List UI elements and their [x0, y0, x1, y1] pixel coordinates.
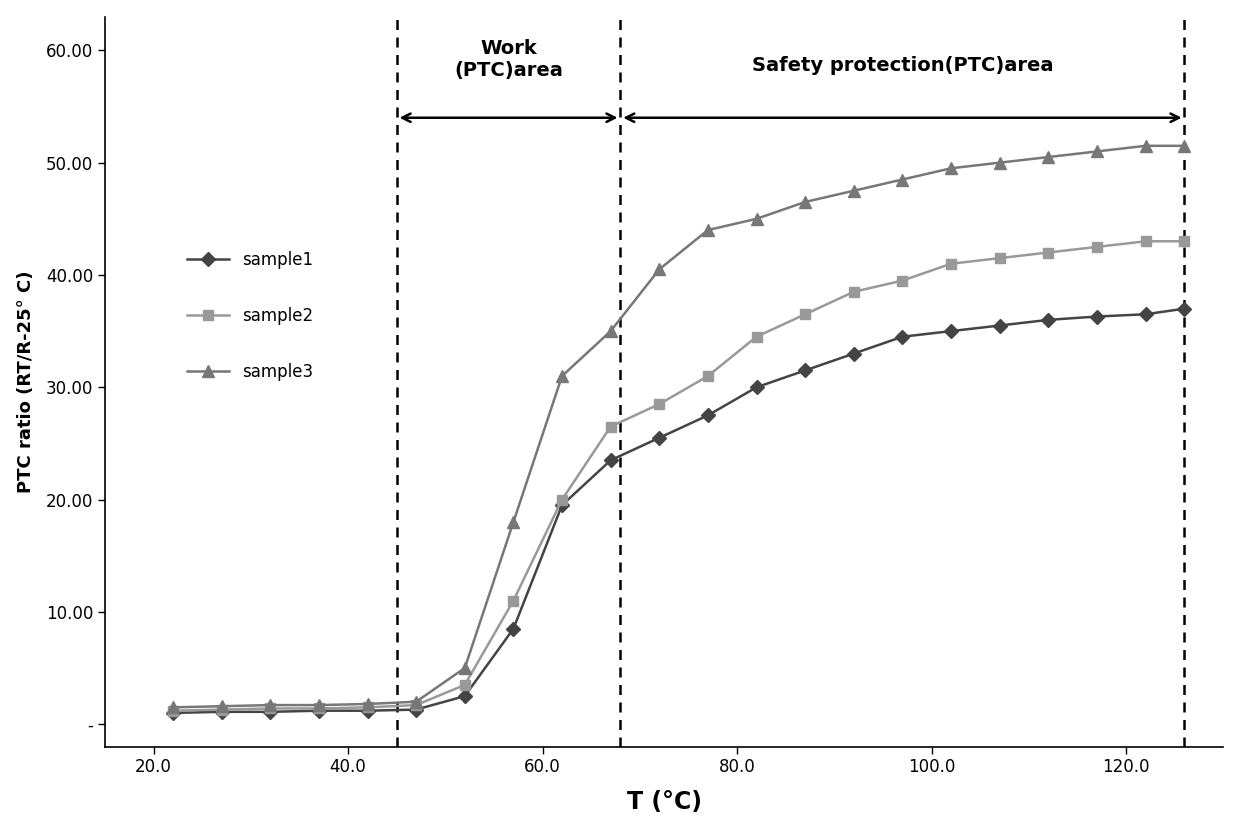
- sample1: [458, 691, 472, 701]
- sample3: [166, 702, 181, 712]
- sample2: [215, 705, 229, 715]
- sample3: [652, 264, 667, 274]
- sample3: [797, 197, 812, 207]
- sample1: [166, 708, 181, 718]
- sample3: [701, 225, 715, 235]
- sample1: [1090, 312, 1105, 322]
- sample2: [166, 706, 181, 715]
- sample2: [797, 309, 812, 319]
- sample3: [749, 214, 764, 224]
- sample3: [506, 517, 521, 527]
- sample1: [847, 348, 862, 358]
- sample2: [895, 276, 910, 286]
- Text: Safety protection(PTC)area: Safety protection(PTC)area: [751, 56, 1053, 75]
- sample3: [360, 699, 374, 709]
- sample3: [215, 701, 229, 711]
- Line: sample3: sample3: [167, 140, 1190, 713]
- sample1: [1138, 309, 1153, 319]
- sample3: [992, 158, 1007, 168]
- sample3: [847, 186, 862, 196]
- sample2: [603, 421, 618, 431]
- sample1: [311, 706, 326, 715]
- sample3: [895, 175, 910, 184]
- sample2: [458, 680, 472, 690]
- sample1: [944, 326, 959, 336]
- sample2: [554, 494, 569, 504]
- sample1: [797, 366, 812, 376]
- sample2: [652, 399, 667, 409]
- sample1: [1177, 303, 1192, 313]
- sample2: [311, 704, 326, 714]
- Legend: sample1, , sample2, , sample3: sample1, , sample2, , sample3: [180, 244, 320, 387]
- sample2: [1177, 236, 1192, 246]
- sample3: [1090, 146, 1105, 156]
- sample3: [554, 371, 569, 381]
- Line: sample1: sample1: [169, 304, 1189, 718]
- sample1: [701, 411, 715, 420]
- sample3: [944, 163, 959, 173]
- sample2: [1138, 236, 1153, 246]
- sample2: [1090, 242, 1105, 252]
- sample1: [992, 321, 1007, 331]
- sample3: [1138, 140, 1153, 150]
- sample1: [749, 382, 764, 392]
- sample1: [895, 332, 910, 342]
- sample2: [263, 704, 278, 714]
- sample3: [458, 663, 472, 673]
- sample1: [360, 706, 374, 715]
- sample3: [603, 326, 618, 336]
- Text: Work
(PTC)area: Work (PTC)area: [454, 39, 563, 80]
- sample2: [847, 287, 862, 297]
- sample2: [749, 332, 764, 342]
- sample2: [506, 596, 521, 606]
- Y-axis label: PTC ratio (RT/R-25° C): PTC ratio (RT/R-25° C): [16, 270, 35, 493]
- sample2: [1040, 248, 1055, 258]
- sample1: [409, 705, 424, 715]
- sample3: [263, 700, 278, 710]
- sample3: [311, 700, 326, 710]
- sample3: [1040, 152, 1055, 162]
- sample2: [360, 702, 374, 712]
- sample2: [409, 700, 424, 710]
- sample1: [652, 433, 667, 443]
- sample2: [944, 258, 959, 268]
- sample1: [603, 455, 618, 465]
- sample1: [1040, 315, 1055, 325]
- sample1: [506, 624, 521, 634]
- sample1: [554, 500, 569, 510]
- sample1: [215, 707, 229, 717]
- sample3: [409, 696, 424, 706]
- X-axis label: T (°C): T (°C): [626, 790, 702, 814]
- Line: sample2: sample2: [169, 236, 1189, 715]
- sample2: [992, 253, 1007, 263]
- sample3: [1177, 140, 1192, 150]
- sample2: [701, 371, 715, 381]
- sample1: [263, 707, 278, 717]
